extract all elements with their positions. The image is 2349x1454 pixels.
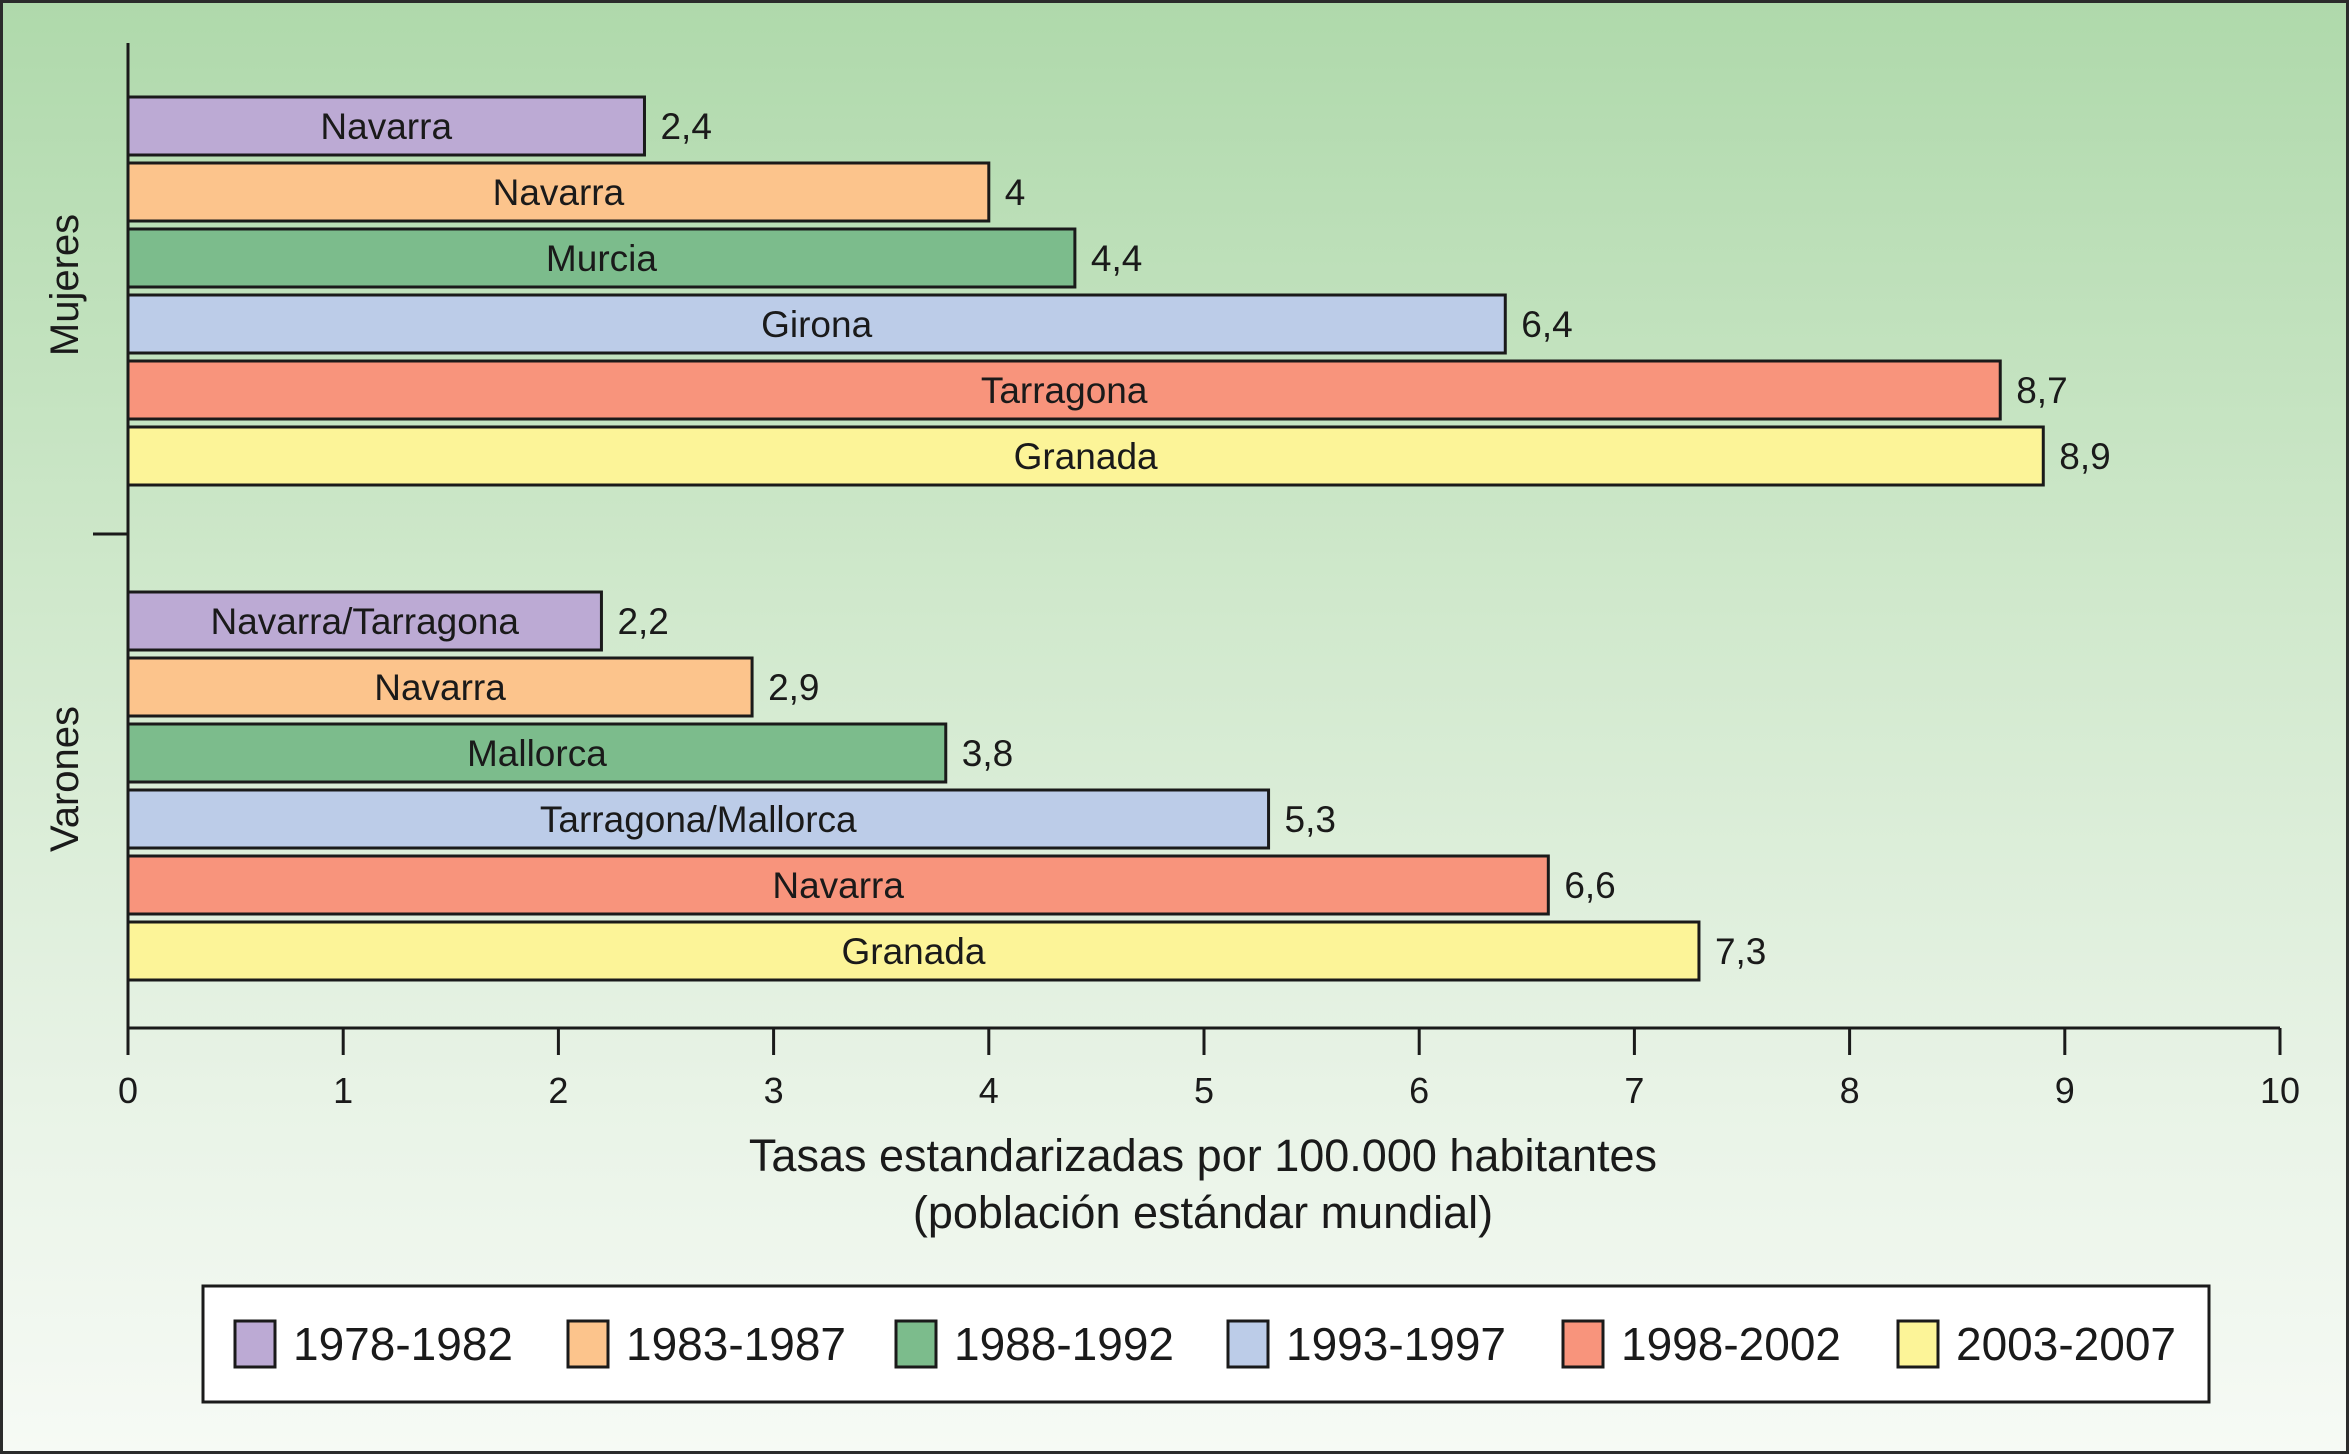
legend-swatch [233, 1319, 277, 1369]
legend-label: 1988-1992 [954, 1318, 1174, 1370]
bar-varones-1993-1997 [126, 788, 1271, 850]
bar-region-label: Navarra [374, 667, 506, 708]
legend-label: 1978-1982 [293, 1318, 513, 1370]
ticks-layer: 0 1 2 3 4 5 6 7 8 9 10 [118, 1028, 2300, 1111]
x-tick-label: 0 [118, 1070, 138, 1111]
legend-frame [201, 1284, 2211, 1404]
bar-region-label: Navarra [772, 865, 904, 906]
legend-swatch [566, 1319, 610, 1369]
bar-varones-1998-2002 [126, 854, 1550, 916]
bar-region-label: Navarra [493, 172, 625, 213]
x-tick-label: 1 [333, 1070, 353, 1111]
bar-value-label: 2,2 [617, 601, 668, 642]
bar-region-label: Navarra/Tarragona [210, 601, 519, 642]
bar-value-label: 8,9 [2059, 436, 2110, 477]
x-tick-label: 8 [1840, 1070, 1860, 1111]
bar-value-label: 4 [1005, 172, 1026, 213]
x-tick-label: 2 [548, 1070, 568, 1111]
legend-swatch [1226, 1319, 1270, 1369]
x-tick-label: 7 [1624, 1070, 1644, 1111]
bar-varones-2003-2007 [126, 920, 1701, 982]
legend-swatch [894, 1319, 938, 1369]
bars-layer: Navarra 2,4 Navarra 4 Murcia 4,4 Girona 6,4 Tarr… [126, 95, 2111, 982]
x-tick-label: 9 [2055, 1070, 2075, 1111]
bar-value-label: 5,3 [1285, 799, 1336, 840]
x-tick-label: 5 [1194, 1070, 1214, 1111]
bar-region-label: Girona [761, 304, 872, 345]
chart-svg: Navarra 2,4 Navarra 4 Murcia 4,4 Girona 6,4 Tarr… [43, 43, 2300, 1404]
group-label-mujeres: Mujeres [43, 214, 87, 356]
legend-label: 1993-1997 [1286, 1318, 1506, 1370]
group-label-varones: Varones [43, 706, 87, 852]
bar-value-label: 6,4 [1521, 304, 1572, 345]
bar-region-label: Tarragona [981, 370, 1148, 411]
bar-value-label: 2,4 [660, 106, 711, 147]
bar-varones-1978-1982 [126, 590, 603, 652]
bar-value-label: 3,8 [962, 733, 1013, 774]
bar-mujeres-1988-1992 [126, 227, 1077, 289]
legend-label: 1983-1987 [626, 1318, 846, 1370]
x-axis-title-line1: Tasas estandarizadas por 100.000 habitan… [749, 1130, 1657, 1181]
bar-region-label: Navarra [320, 106, 452, 147]
bar-region-label: Mallorca [467, 733, 607, 774]
x-axis-title-line2: (población estándar mundial) [913, 1187, 1493, 1238]
x-tick-label: 10 [2260, 1070, 2300, 1111]
bar-value-label: 4,4 [1091, 238, 1142, 279]
bar-mujeres-1983-1987 [126, 161, 991, 223]
bar-region-label: Granada [841, 931, 985, 972]
bar-value-label: 7,3 [1715, 931, 1766, 972]
x-tick-label: 6 [1409, 1070, 1429, 1111]
bar-value-label: 8,7 [2016, 370, 2067, 411]
legend: 1978-1982 1983-1987 1988-1992 1993-1997 1998… [201, 1284, 2211, 1404]
legend-label: 2003-2007 [1956, 1318, 2176, 1370]
bar-value-label: 2,9 [768, 667, 819, 708]
legend-swatch [1896, 1319, 1940, 1369]
legend-items: 1978-1982 1983-1987 1988-1992 1993-1997 1998… [233, 1318, 2176, 1370]
bar-region-label: Murcia [546, 238, 657, 279]
x-tick-label: 4 [979, 1070, 999, 1111]
x-tick-label: 3 [764, 1070, 784, 1111]
bar-region-label: Granada [1014, 436, 1158, 477]
bar-region-label: Tarragona/Mallorca [540, 799, 857, 840]
bar-mujeres-1993-1997 [126, 293, 1507, 355]
legend-label: 1998-2002 [1621, 1318, 1841, 1370]
bar-value-label: 6,6 [1564, 865, 1615, 906]
legend-swatch [1561, 1319, 1605, 1369]
bar-mujeres-1998-2002 [126, 359, 2002, 421]
